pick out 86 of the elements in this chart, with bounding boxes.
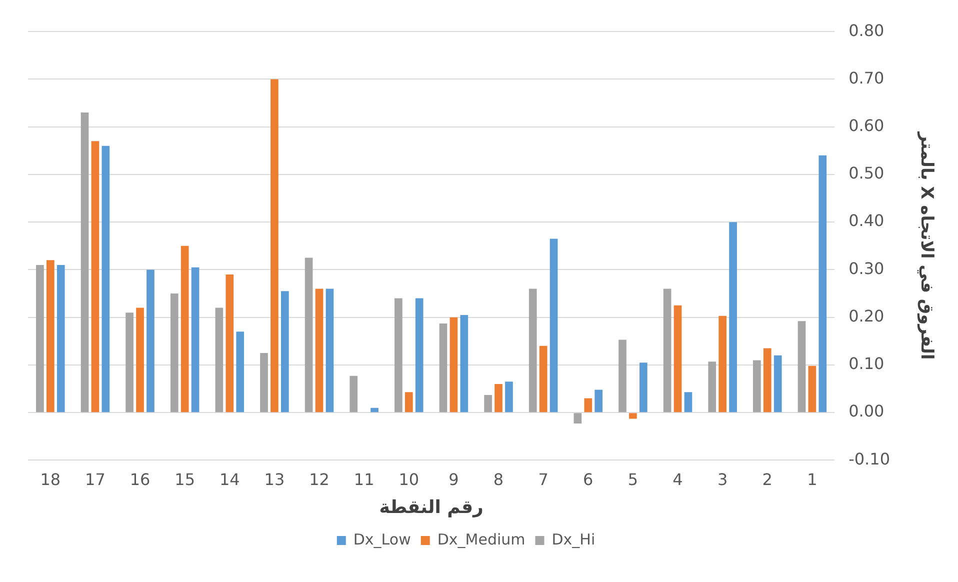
bar: [439, 324, 448, 412]
y-axis-title: الفروق في الاتجاه X بالمتر: [916, 131, 937, 360]
y-tick-label: 0.70: [848, 68, 884, 88]
bar: [170, 294, 178, 412]
x-axis-title: رقم النقطة: [379, 496, 484, 518]
bar: [46, 260, 54, 412]
x-tick-label: 11: [354, 470, 374, 489]
bar: [326, 288, 334, 412]
x-tick-label: 6: [583, 470, 594, 489]
bar: [574, 413, 582, 424]
bar: [136, 308, 144, 412]
bar: [91, 141, 100, 412]
bar: [236, 332, 244, 412]
x-tick-label: 10: [398, 470, 420, 489]
y-tick-label: 0.20: [848, 306, 884, 326]
x-tick-label: 14: [219, 470, 240, 489]
legend-label: Dx_Hi: [552, 530, 596, 548]
bar: [260, 353, 268, 412]
bar: [718, 316, 726, 412]
x-tick-label: 16: [130, 470, 150, 489]
bar: [684, 392, 692, 412]
bar: [808, 366, 816, 412]
bar: [708, 362, 716, 412]
bar: [146, 270, 154, 412]
bar: [304, 258, 313, 412]
x-tick-label: 8: [493, 470, 504, 489]
y-tick-label: 0.00: [848, 402, 884, 421]
x-tick-label: 4: [672, 470, 683, 489]
bar: [798, 321, 806, 412]
y-tick-label: 0.40: [848, 211, 884, 230]
bar: [80, 112, 89, 412]
bar: [584, 398, 592, 412]
bar: [774, 355, 782, 412]
bar: [674, 305, 682, 412]
y-tick-label: 0.60: [848, 116, 884, 135]
bar: [126, 312, 134, 412]
bar: [460, 314, 468, 412]
legend-label: Dx_Medium: [437, 530, 526, 548]
x-tick-label: 9: [448, 470, 459, 489]
x-tick-label: 15: [174, 470, 196, 489]
bar: [36, 264, 44, 412]
bar: [180, 246, 189, 412]
bar: [394, 298, 402, 412]
bar: [226, 274, 234, 412]
bar: [370, 408, 378, 412]
bar: [350, 376, 358, 412]
y-tick-label: 0.10: [848, 354, 884, 374]
y-tick-label: 0.30: [848, 258, 884, 278]
bar: [102, 146, 110, 412]
x-tick-label: 17: [85, 470, 106, 489]
x-tick-label: 18: [40, 470, 61, 489]
bar: [505, 382, 513, 412]
bar: [818, 155, 827, 412]
y-tick-label: 0.50: [848, 164, 884, 183]
bar: [484, 394, 492, 412]
bar: [753, 360, 761, 412]
bar: [191, 267, 200, 412]
bar: [404, 392, 413, 412]
bar: [315, 288, 324, 412]
bar: [618, 340, 626, 412]
bar: [450, 317, 458, 412]
bar: [594, 390, 603, 412]
y-tick-label: -0.10: [848, 449, 890, 468]
x-tick-label: 5: [628, 470, 638, 489]
x-tick-label: 12: [309, 470, 330, 489]
x-tick-label: 7: [538, 470, 548, 489]
bar: [729, 222, 737, 412]
legend-label: Dx_Low: [353, 530, 411, 548]
x-tick-label: 1: [807, 470, 818, 489]
bar: [550, 238, 558, 412]
bar: [215, 308, 224, 412]
bar: [270, 79, 278, 412]
x-tick-label: 3: [717, 470, 728, 489]
bar: [763, 348, 772, 412]
x-tick-label: 13: [264, 470, 285, 489]
bar: [494, 384, 502, 412]
bar: [415, 298, 424, 412]
bar: [663, 288, 672, 412]
bar: [56, 264, 65, 412]
bar: [528, 288, 537, 412]
bar: [280, 291, 289, 412]
bar: [539, 346, 548, 412]
x-tick-label: 2: [762, 470, 772, 489]
bar: [629, 413, 637, 419]
bar: [639, 362, 648, 412]
y-tick-label: 0.80: [848, 20, 884, 40]
